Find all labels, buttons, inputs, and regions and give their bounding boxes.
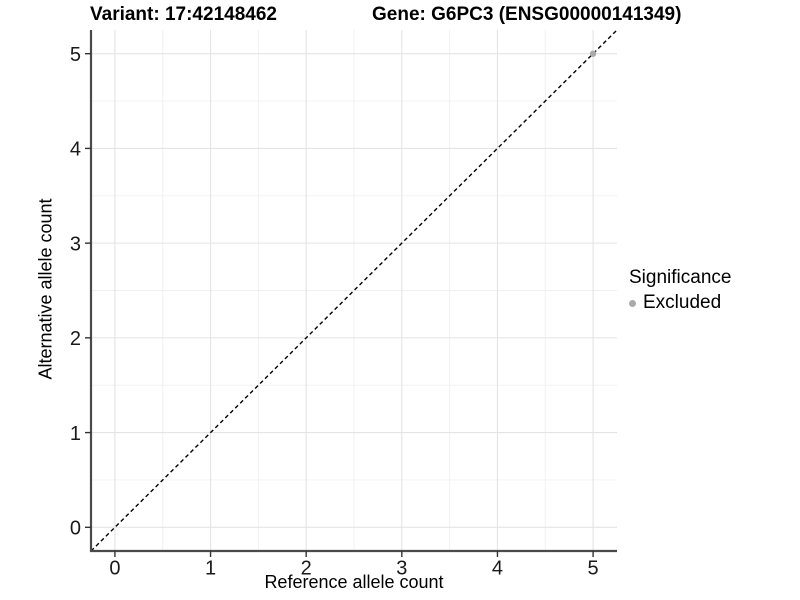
legend-title: Significance (629, 267, 732, 288)
y-tick-label: 1 (70, 423, 81, 445)
legend-point-icon (629, 299, 636, 307)
legend-item-excluded: Excluded (629, 292, 731, 314)
x-tick-label: 4 (492, 558, 503, 580)
plot-title-gene: Gene: G6PC3 (ENSG00000141349) (372, 4, 682, 25)
y-tick-label: 4 (70, 139, 81, 161)
y-tick-label: 5 (70, 44, 81, 66)
x-axis-title: Reference allele count (264, 572, 444, 592)
x-tick-label: 1 (205, 558, 216, 580)
x-tick-label: 3 (396, 558, 407, 580)
legend: Significance Excluded (629, 267, 731, 314)
x-tick-label: 5 (588, 558, 599, 580)
data-point (589, 50, 597, 57)
legend-item-label: Excluded (643, 292, 722, 313)
y-tick-label: 0 (70, 518, 81, 540)
x-tick-label: 0 (109, 558, 120, 580)
y-axis-title: Alternative allele count (35, 198, 56, 380)
y-tick-label: 2 (70, 328, 81, 350)
y-tick-label: 3 (70, 233, 81, 255)
x-tick-label: 2 (301, 558, 312, 580)
plot-title-variant: Variant: 17:42148462 (90, 4, 277, 25)
identity-reference-line (90, 29, 618, 552)
